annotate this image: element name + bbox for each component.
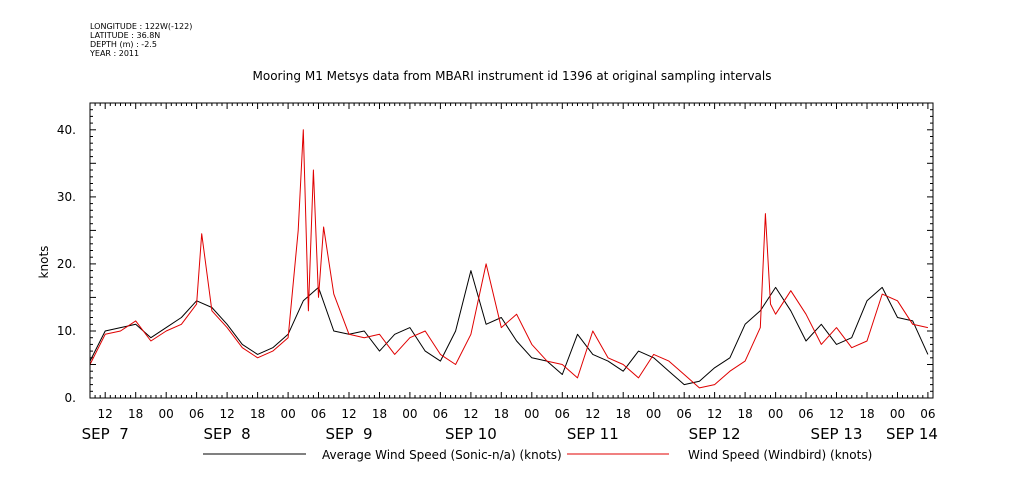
chart-title: Mooring M1 Metsys data from MBARI instru… (253, 69, 772, 83)
x-day-label: SEP 13 (811, 425, 863, 443)
legend-label-average: Average Wind Speed (Sonic-n/a) (knots) (322, 448, 562, 462)
x-hour-label: 00 (768, 407, 783, 421)
x-hour-label: 12 (585, 407, 600, 421)
x-hour-label: 18 (859, 407, 874, 421)
x-hour-label: 18 (494, 407, 509, 421)
legend-label-windbird: Wind Speed (Windbird) (knots) (688, 448, 872, 462)
x-hour-label: 18 (128, 407, 143, 421)
tick-marks (90, 103, 933, 398)
x-day-label: SEP 10 (445, 425, 497, 443)
x-hour-label: 06 (311, 407, 326, 421)
y-tick-label: 40. (57, 123, 76, 137)
x-hour-labels: 12 18 00 06 12 18 00 06 12 18 00 06 12 18 00 06 12 18 00 06… (98, 407, 936, 421)
x-day-label: SEP 14 (886, 425, 938, 443)
x-day-label: SEP 11 (567, 425, 619, 443)
x-hour-label: 06 (920, 407, 935, 421)
x-day-label: SEP 8 (204, 425, 251, 443)
x-day-labels: SEP 7 SEP 8 SEP 9 SEP 10 SEP 11 SEP 12 SEP 13 S… (82, 425, 938, 443)
series-line-windbird (90, 130, 928, 388)
x-hour-label: 12 (463, 407, 478, 421)
x-hour-label: 12 (707, 407, 722, 421)
x-hour-label: 06 (555, 407, 570, 421)
plot-frame (90, 103, 933, 398)
x-hour-label: 00 (402, 407, 417, 421)
x-hour-label: 06 (798, 407, 813, 421)
x-hour-label: 12 (341, 407, 356, 421)
x-hour-label: 12 (829, 407, 844, 421)
series-lines (90, 130, 928, 388)
x-hour-label: 00 (890, 407, 905, 421)
x-day-label: SEP 7 (82, 425, 129, 443)
series-line-average (90, 271, 928, 385)
x-hour-label: 06 (189, 407, 204, 421)
x-hour-label: 00 (524, 407, 539, 421)
x-hour-label: 18 (372, 407, 387, 421)
legend: Average Wind Speed (Sonic-n/a) (knots) W… (203, 448, 872, 462)
x-hour-label: 12 (219, 407, 234, 421)
wind-speed-chart: Mooring M1 Metsys data from MBARI instru… (0, 0, 1009, 504)
y-tick-label: 20. (57, 257, 76, 271)
y-tick-label: 30. (57, 190, 76, 204)
x-hour-label: 06 (433, 407, 448, 421)
x-hour-label: 18 (616, 407, 631, 421)
x-day-label: SEP 9 (325, 425, 372, 443)
x-hour-label: 18 (250, 407, 265, 421)
x-hour-label: 00 (280, 407, 295, 421)
y-tick-label: 0. (65, 391, 76, 405)
x-hour-label: 00 (646, 407, 661, 421)
x-hour-label: 18 (737, 407, 752, 421)
y-axis-label: knots (37, 246, 51, 279)
x-hour-label: 00 (159, 407, 174, 421)
y-tick-label: 10. (57, 324, 76, 338)
y-tick-labels: 0. 10. 20. 30. 40. (57, 123, 76, 405)
x-hour-label: 06 (677, 407, 692, 421)
x-day-label: SEP 12 (689, 425, 741, 443)
x-hour-label: 12 (98, 407, 113, 421)
